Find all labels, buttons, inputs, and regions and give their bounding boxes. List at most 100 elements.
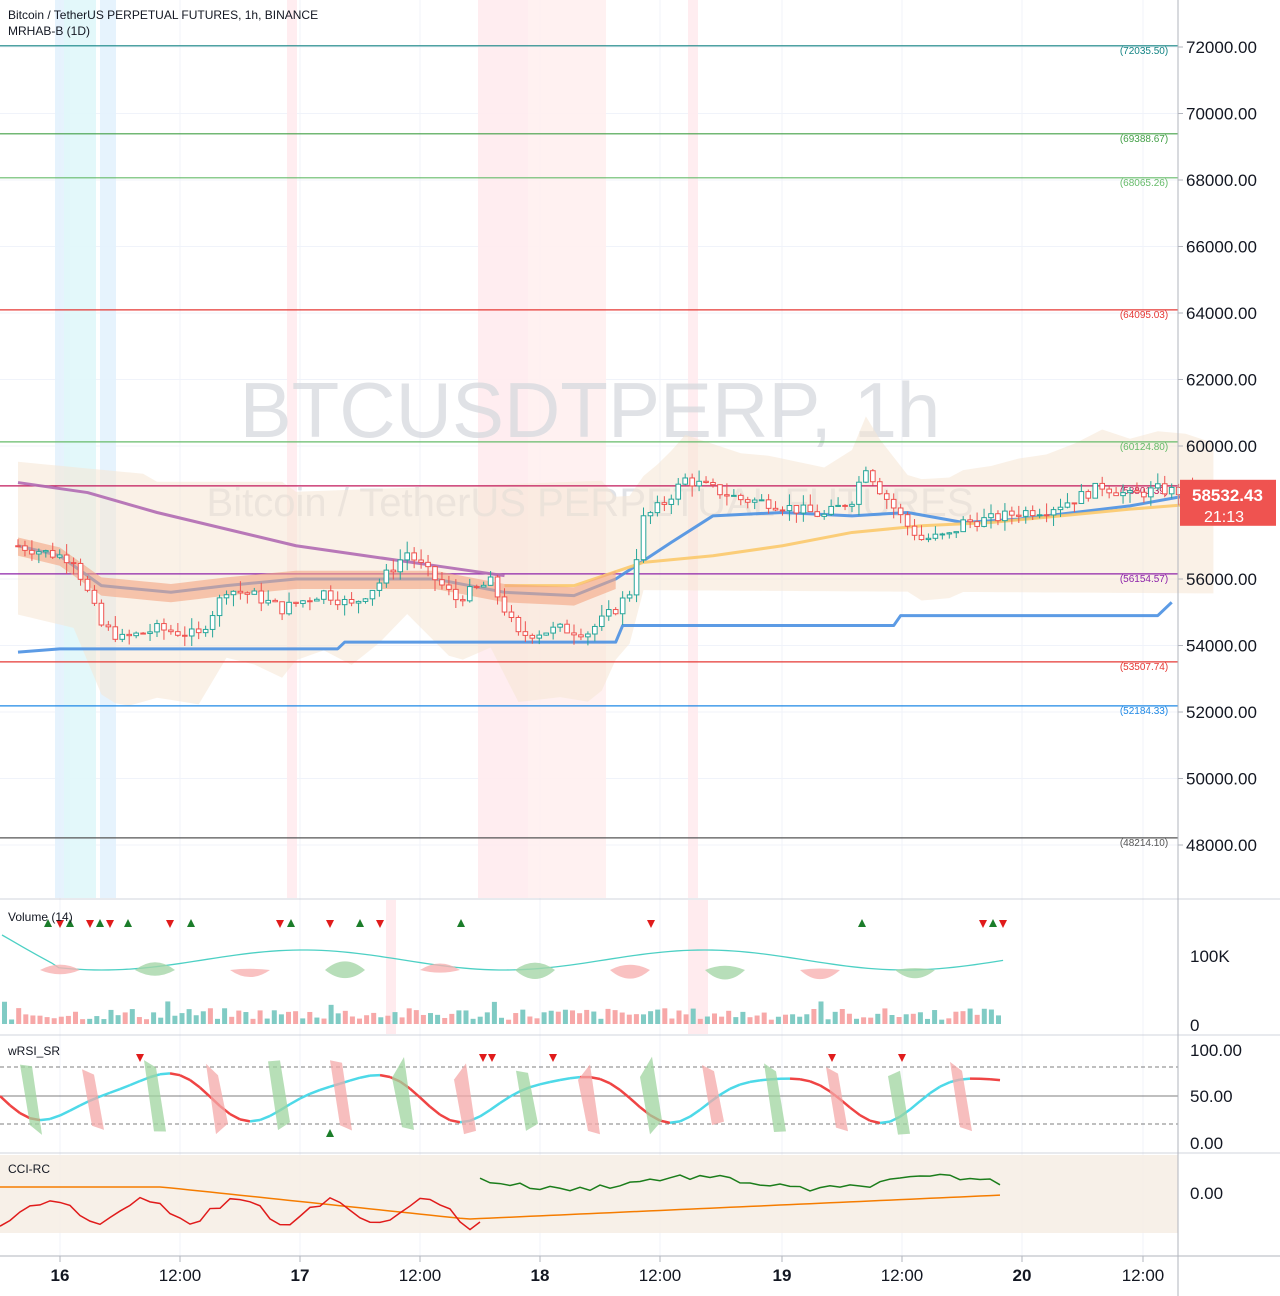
volume-bar — [37, 1015, 43, 1024]
cci-pane-title: CCI-RC — [8, 1162, 50, 1176]
envelope-cloud — [18, 416, 1214, 706]
candle-body — [814, 511, 821, 517]
volume-bar — [875, 1013, 881, 1024]
volume-bar — [910, 1013, 916, 1024]
volume-bar — [562, 1009, 568, 1024]
rsi-wedge — [82, 1069, 104, 1130]
rsi-line — [979, 1077, 991, 1081]
volume-bar — [392, 1012, 398, 1024]
rsi-line — [239, 1118, 251, 1123]
rsi-down-icon — [898, 1054, 906, 1062]
candle-body — [1009, 510, 1015, 516]
candle-body — [599, 615, 605, 627]
candle-body — [883, 493, 890, 500]
cci-signal-line — [0, 1186, 1001, 1220]
candle-body — [98, 602, 105, 626]
level-label: (52184.33) — [1120, 706, 1168, 717]
volume-bar — [790, 1014, 796, 1024]
rsi-line — [789, 1077, 801, 1081]
candle-body — [209, 615, 216, 630]
candle-body — [293, 601, 299, 604]
volume-bar — [932, 1010, 938, 1024]
candle-body — [1106, 488, 1112, 494]
candle-body — [418, 559, 424, 563]
signal-up-icon — [96, 919, 104, 927]
candle-body — [800, 504, 807, 514]
rsi-wedge — [268, 1060, 290, 1131]
volume-bar — [917, 1012, 923, 1024]
rsi-line — [409, 1087, 421, 1099]
volume-bar — [761, 1012, 767, 1024]
volume-bar — [534, 1018, 540, 1024]
candle-body — [36, 551, 42, 555]
symbol-title: Bitcoin / TetherUS PERPETUAL FUTURES, 1h… — [8, 8, 319, 22]
signal-up-icon — [858, 919, 866, 927]
volume-bar — [775, 1016, 781, 1024]
volume-bar — [719, 1016, 725, 1024]
cci-tick-label: 0.00 — [1190, 1184, 1223, 1203]
volume-bar — [662, 1008, 668, 1024]
volume-bar — [122, 1012, 128, 1024]
rsi-wedge — [702, 1064, 724, 1126]
candle-body — [126, 633, 133, 637]
candle-body — [307, 600, 313, 603]
rsi-line — [619, 1088, 631, 1100]
candle-body — [300, 600, 306, 604]
volume-bar — [825, 1019, 831, 1024]
volume-bar — [527, 1016, 533, 1024]
candle-body — [522, 631, 529, 636]
candle-body — [480, 584, 487, 588]
candle-body — [515, 616, 522, 633]
candle-body — [828, 505, 834, 515]
volume-pane — [0, 898, 1280, 1024]
volume-bar — [413, 1010, 419, 1024]
candle-body — [772, 507, 779, 511]
volume-bar — [655, 1009, 661, 1024]
candle-body — [904, 514, 911, 527]
candle-body — [1120, 492, 1126, 497]
rsi-line — [9, 1104, 21, 1115]
candle-body — [314, 598, 320, 602]
time-tick-label: 12:00 — [639, 1266, 682, 1285]
level-label: (72035.50) — [1120, 46, 1168, 57]
level-label: (69388.67) — [1120, 134, 1168, 145]
ma-line — [504, 501, 1214, 588]
rsi-line — [299, 1092, 311, 1100]
signal-down-icon — [86, 920, 94, 928]
rsi-line — [439, 1113, 451, 1122]
candle-body — [661, 502, 668, 505]
candle-body — [640, 515, 647, 561]
candle-body — [453, 588, 459, 601]
candle-body — [689, 477, 695, 487]
rsi-line — [629, 1097, 641, 1109]
volume-bar — [371, 1012, 377, 1024]
volume-bar — [94, 1016, 100, 1024]
candle-body — [633, 559, 640, 596]
candle-body — [571, 632, 577, 636]
volume-bar — [605, 1008, 611, 1024]
highlight-band — [100, 0, 116, 898]
volume-bar — [974, 1014, 980, 1024]
rsi-tick-label: 100.00 — [1190, 1041, 1242, 1060]
volume-bar — [243, 1012, 249, 1024]
rsi-line — [119, 1083, 131, 1091]
rsi-wedge — [640, 1056, 662, 1135]
candle-body — [182, 634, 188, 637]
rsi-line — [229, 1112, 241, 1121]
price-tick-label: 50000.00 — [1186, 770, 1257, 789]
rsi-line — [819, 1084, 831, 1093]
candle-body — [1078, 491, 1085, 504]
rsi-line — [719, 1087, 731, 1096]
volume-bar — [300, 1018, 306, 1024]
time-tick-label: 17 — [291, 1266, 310, 1285]
candle-body — [863, 470, 869, 483]
candle-body — [1016, 514, 1022, 517]
candle-body — [842, 504, 848, 507]
rsi-line — [0, 1095, 11, 1107]
volume-bar — [420, 1014, 426, 1024]
rsi-line — [489, 1102, 501, 1112]
volume-bar — [846, 1013, 852, 1024]
volume-bar — [811, 1009, 817, 1024]
